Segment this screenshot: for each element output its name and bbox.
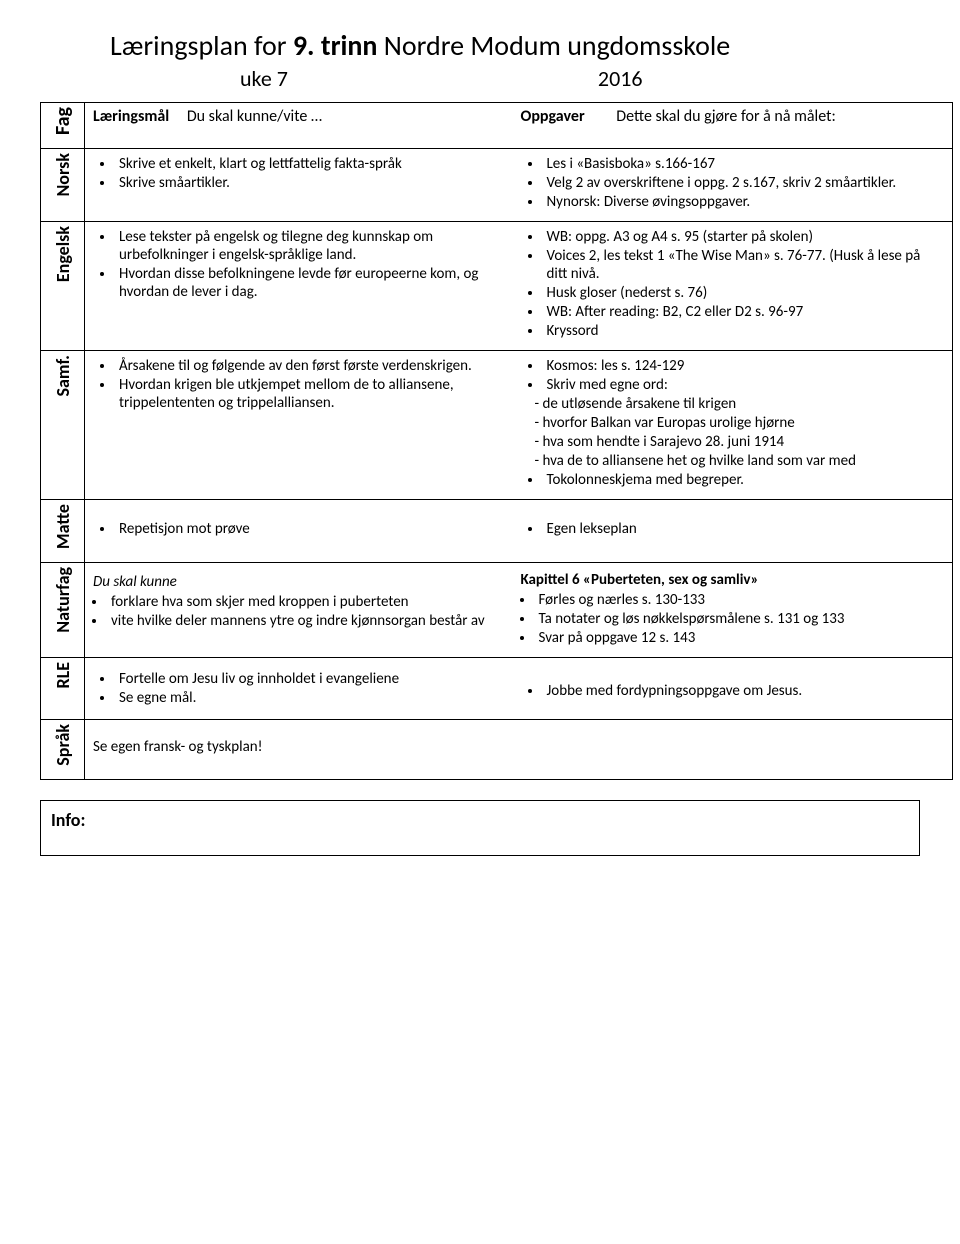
goals-samf: Årsakene til og følgende av den først fø… xyxy=(85,351,513,500)
sprak-text: Se egen fransk- og tyskplan! xyxy=(93,738,263,756)
goals-matte: Repetisjon mot prøve xyxy=(85,500,513,563)
goals-naturfag: Du skal kunne forklare hva som skjer med… xyxy=(85,563,513,658)
goal-item: Hvordan krigen ble utkjempet mellom de t… xyxy=(115,376,505,412)
goal-item: Skrive småartikler. xyxy=(115,174,505,192)
tasks-rle: Jobbe med fordypningsoppgave om Jesus. xyxy=(513,658,953,720)
subtitle-row: uke 7 2016 xyxy=(40,65,920,92)
goal-item: Fortelle om Jesu liv og innholdet i evan… xyxy=(115,670,505,688)
task-header-sub: Dette skal du gjøre for å nå målet: xyxy=(588,107,835,126)
subject-samf: Samf. xyxy=(41,351,85,500)
task-sub-item: hvorfor Balkan var Europas urolige hjørn… xyxy=(543,414,945,432)
task-sub-item: hva de to alliansene het og hvilke land … xyxy=(543,452,945,470)
task-item: Ta notater og løs nøkkelspørsmålene s. 1… xyxy=(535,610,945,628)
task-item: Jobbe med fordypningsoppgave om Jesus. xyxy=(543,682,945,700)
info-label: Info: xyxy=(51,809,85,831)
task-item: Kryssord xyxy=(543,322,945,340)
table-header-row: Fag Læringsmål Du skal kunne/vite … Oppg… xyxy=(41,103,953,149)
info-box: Info: xyxy=(40,800,920,856)
tasks-engelsk: WB: oppg. A3 og A4 s. 95 (starter på sko… xyxy=(513,222,953,351)
subject-rle: RLE xyxy=(41,658,85,720)
sprak-text-cell: Se egen fransk- og tyskplan! xyxy=(85,720,953,780)
task-item: Les i «Basisboka» s.166-167 xyxy=(543,155,945,173)
subject-label: Naturfag xyxy=(52,567,74,633)
task-item: Tokolonneskjema med begreper. xyxy=(543,471,945,489)
goals-rle: Fortelle om Jesu liv og innholdet i evan… xyxy=(85,658,513,720)
task-sub-item: hva som hendte i Sarajevo 28. juni 1914 xyxy=(543,433,945,451)
goal-item: vite hvilke deler mannens ytre og indre … xyxy=(107,612,505,630)
task-item: Egen lekseplan xyxy=(543,520,945,538)
task-item: Nynorsk: Diverse øvingsoppgaver. xyxy=(543,193,945,211)
subject-label: Matte xyxy=(52,504,74,549)
goal-item: Hvordan disse befolkningene levde før eu… xyxy=(115,265,505,301)
subject-norsk: Norsk xyxy=(41,149,85,222)
goal-item: Skrive et enkelt, klart og lettfattelig … xyxy=(115,155,505,173)
tasks-samf: Kosmos: les s. 124-129 Skriv med egne or… xyxy=(513,351,953,500)
subject-sprak: Språk xyxy=(41,720,85,780)
row-norsk: Norsk Skrive et enkelt, klart og lettfat… xyxy=(41,149,953,222)
task-item: Husk gloser (nederst s. 76) xyxy=(543,284,945,302)
task-header-label: Oppgaver xyxy=(521,107,585,126)
goal-item: Årsakene til og følgende av den først fø… xyxy=(115,357,505,375)
task-item: WB: oppg. A3 og A4 s. 95 (starter på sko… xyxy=(543,228,945,246)
task-heading: Kapittel 6 «Puberteten, sex og samliv» xyxy=(521,571,945,589)
tasks-norsk: Les i «Basisboka» s.166-167 Velg 2 av ov… xyxy=(513,149,953,222)
subject-label: Samf. xyxy=(52,355,74,396)
subject-label: Norsk xyxy=(52,153,74,197)
task-item: Svar på oppgave 12 s. 143 xyxy=(535,629,945,647)
row-matte: Matte Repetisjon mot prøve Egen leksepla… xyxy=(41,500,953,563)
title-bold: 9. trinn xyxy=(293,28,378,63)
week-label: uke 7 xyxy=(240,65,288,92)
title-prefix: Læringsplan for xyxy=(110,28,293,63)
row-engelsk: Engelsk Lese tekster på engelsk og tileg… xyxy=(41,222,953,351)
subject-engelsk: Engelsk xyxy=(41,222,85,351)
task-item: Velg 2 av overskriftene i oppg. 2 s.167,… xyxy=(543,174,945,192)
header-goals: Læringsmål Du skal kunne/vite … xyxy=(85,103,513,149)
plan-table: Fag Læringsmål Du skal kunne/vite … Oppg… xyxy=(40,102,953,780)
subject-label: Engelsk xyxy=(52,226,74,282)
subject-label: Språk xyxy=(52,724,74,766)
tasks-matte: Egen lekseplan xyxy=(513,500,953,563)
header-fag: Fag xyxy=(41,103,85,149)
row-sprak: Språk Se egen fransk- og tyskplan! xyxy=(41,720,953,780)
title-suffix: Nordre Modum ungdomsskole xyxy=(377,28,730,63)
goal-item: forklare hva som skjer med kroppen i pub… xyxy=(107,593,505,611)
goal-item: Se egne mål. xyxy=(115,689,505,707)
goal-intro: Du skal kunne xyxy=(93,573,505,591)
header-tasks: Oppgaver Dette skal du gjøre for å nå må… xyxy=(513,103,953,149)
goals-norsk: Skrive et enkelt, klart og lettfattelig … xyxy=(85,149,513,222)
year-label: 2016 xyxy=(598,65,643,92)
subject-matte: Matte xyxy=(41,500,85,563)
task-sub-item: de utløsende årsakene til krigen xyxy=(543,395,945,413)
tasks-naturfag: Kapittel 6 «Puberteten, sex og samliv» F… xyxy=(513,563,953,658)
goal-header-sub: Du skal kunne/vite … xyxy=(173,107,322,126)
task-item: WB: After reading: B2, C2 eller D2 s. 96… xyxy=(543,303,945,321)
goals-engelsk: Lese tekster på engelsk og tilegne deg k… xyxy=(85,222,513,351)
page-title: Læringsplan for 9. trinn Nordre Modum un… xyxy=(110,28,920,63)
goal-item: Lese tekster på engelsk og tilegne deg k… xyxy=(115,228,505,264)
task-item: Voices 2, les tekst 1 «The Wise Man» s. … xyxy=(543,247,945,283)
task-item: Skriv med egne ord: xyxy=(543,376,945,394)
task-item: Kosmos: les s. 124-129 xyxy=(543,357,945,375)
goal-header-label: Læringsmål xyxy=(93,107,169,126)
row-naturfag: Naturfag Du skal kunne forklare hva som … xyxy=(41,563,953,658)
task-item: Førles og nærles s. 130-133 xyxy=(535,591,945,609)
subject-label: RLE xyxy=(52,662,74,689)
goal-item: Repetisjon mot prøve xyxy=(115,520,505,538)
row-samf: Samf. Årsakene til og følgende av den fø… xyxy=(41,351,953,500)
row-rle: RLE Fortelle om Jesu liv og innholdet i … xyxy=(41,658,953,720)
subject-naturfag: Naturfag xyxy=(41,563,85,658)
fag-label: Fag xyxy=(51,107,75,135)
